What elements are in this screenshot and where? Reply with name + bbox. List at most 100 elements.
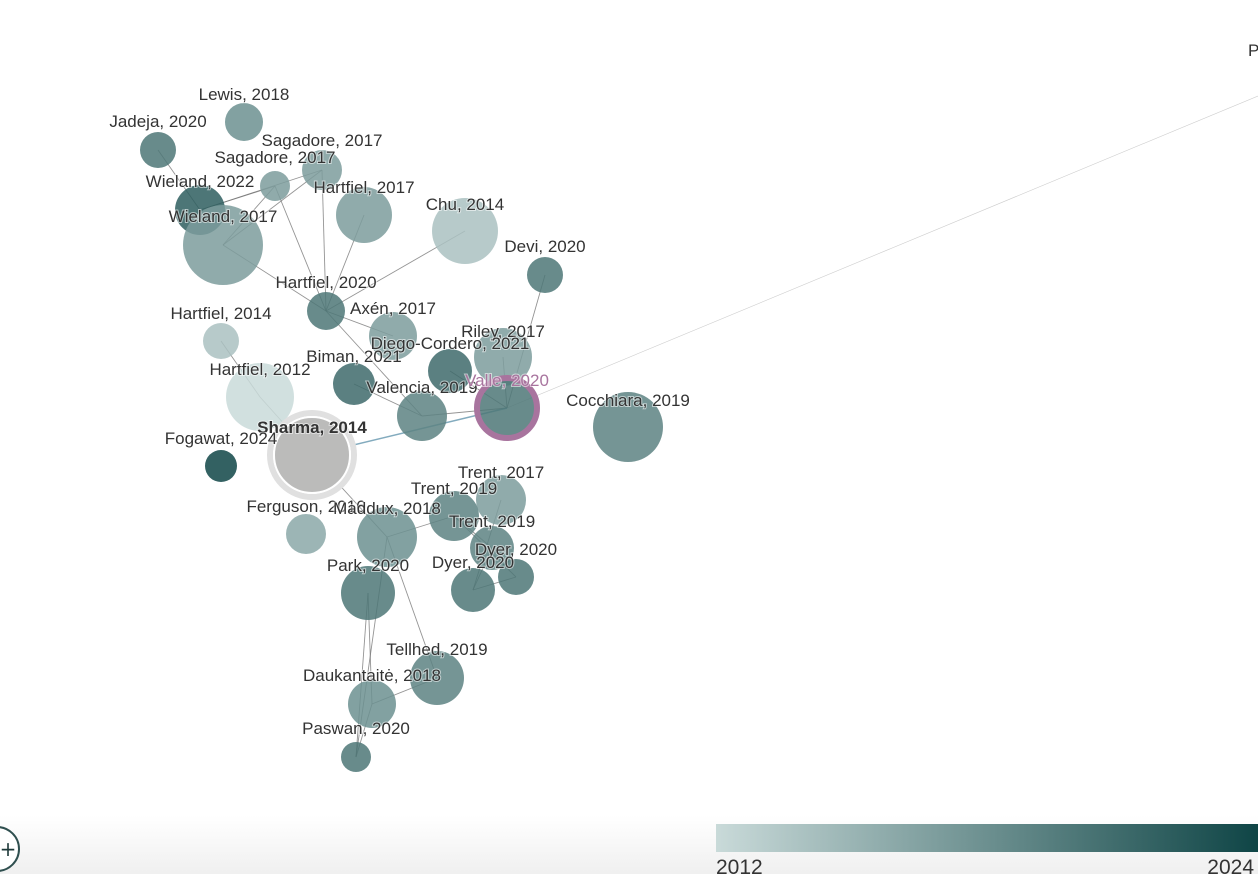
node-label-axen2017[interactable]: Axén, 2017	[349, 298, 437, 319]
node-label-trent2019a[interactable]: Trent, 2019	[410, 478, 498, 499]
node-chu2014[interactable]	[432, 198, 498, 264]
node-circle[interactable]	[273, 416, 351, 494]
node-label-chu2014[interactable]: Chu, 2014	[425, 194, 505, 215]
node-maddux2018[interactable]	[357, 507, 417, 567]
node-circle[interactable]	[451, 568, 495, 612]
node-hartfiel2014[interactable]	[203, 323, 239, 359]
node-circle[interactable]	[336, 187, 392, 243]
node-circle[interactable]	[226, 363, 294, 431]
node-valle2020[interactable]	[474, 375, 540, 441]
node-riley2017[interactable]	[474, 328, 532, 386]
node-circle[interactable]	[341, 566, 395, 620]
node-label-cocchiara2019[interactable]: Cocchiara, 2019	[565, 390, 691, 411]
node-valencia2019[interactable]	[397, 391, 447, 441]
node-label-sagadore2017a[interactable]: Sagadore, 2017	[261, 130, 384, 151]
node-label-hartfiel2017[interactable]: Hartfiel, 2017	[312, 177, 415, 198]
node-circle[interactable]	[183, 205, 263, 285]
node-dyer2020b[interactable]	[451, 568, 495, 612]
node-label-valencia2019[interactable]: Valencia, 2019	[365, 377, 478, 398]
node-circle[interactable]	[593, 392, 663, 462]
node-diegocordero2021[interactable]	[428, 349, 472, 393]
node-circle[interactable]	[428, 349, 472, 393]
node-circle[interactable]	[397, 391, 447, 441]
node-hartfiel2017[interactable]	[336, 187, 392, 243]
node-label-hartfiel2014[interactable]: Hartfiel, 2014	[169, 303, 272, 324]
node-hartfiel2012[interactable]	[226, 363, 294, 431]
node-label-paswan2020[interactable]: Paswan, 2020	[301, 718, 411, 739]
node-circle[interactable]	[307, 292, 345, 330]
node-label-wieland2022[interactable]: Wieland, 2022	[145, 171, 256, 192]
node-label-jadeja2020[interactable]: Jadeja, 2020	[108, 111, 207, 132]
node-circle[interactable]	[429, 491, 479, 541]
node-circle[interactable]	[498, 559, 534, 595]
plus-icon: +	[0, 837, 17, 861]
node-cocchiara2019[interactable]	[593, 392, 663, 462]
node-label-riley2017[interactable]: Riley, 2017	[460, 321, 546, 342]
node-trent2019a[interactable]	[429, 491, 479, 541]
node-circle[interactable]	[476, 475, 526, 525]
node-trent2019b[interactable]	[470, 526, 514, 570]
node-label-trent2017[interactable]: Trent, 2017	[457, 462, 545, 483]
node-circle[interactable]	[286, 514, 326, 554]
node-park2020[interactable]	[341, 566, 395, 620]
node-biman2021[interactable]	[333, 363, 375, 405]
node-circle[interactable]	[470, 526, 514, 570]
node-sagadore2017a[interactable]	[302, 150, 342, 190]
node-axen2017[interactable]	[369, 312, 417, 360]
node-label-tellhed2019[interactable]: Tellhed, 2019	[385, 639, 488, 660]
node-label-trent2019b[interactable]: Trent, 2019	[448, 511, 536, 532]
node-sagadore2017b[interactable]	[260, 171, 290, 201]
node-hartfiel2020[interactable]	[307, 292, 345, 330]
node-label-dyer2020a[interactable]: Dyer, 2020	[474, 539, 558, 560]
node-sharma2014[interactable]	[267, 410, 357, 500]
node-label-valle2020[interactable]: Valle, 2020	[464, 370, 550, 391]
node-label-lewis2018[interactable]: Lewis, 2018	[198, 84, 291, 105]
node-label-biman2021[interactable]: Biman, 2021	[305, 346, 402, 367]
node-circle[interactable]	[260, 171, 290, 201]
node-devi2020[interactable]	[527, 257, 563, 293]
node-jadeja2020[interactable]	[140, 132, 176, 168]
node-circle[interactable]	[474, 375, 540, 441]
node-dyer2020a[interactable]	[498, 559, 534, 595]
node-label-fogawat2024[interactable]: Fogawat, 2024	[164, 428, 278, 449]
node-label-sharma2014[interactable]: Sharma, 2014	[256, 417, 368, 438]
node-label-hartfiel2020[interactable]: Hartfiel, 2020	[274, 272, 377, 293]
node-circle[interactable]	[341, 742, 371, 772]
node-circle[interactable]	[302, 150, 342, 190]
node-circle[interactable]	[410, 651, 464, 705]
node-label-sagadore2017b[interactable]: Sagadore, 2017	[214, 147, 337, 168]
node-circle[interactable]	[527, 257, 563, 293]
node-label-daukantaite2018[interactable]: Daukantaitė, 2018	[302, 665, 442, 686]
node-ferguson2016[interactable]	[286, 514, 326, 554]
node-circle[interactable]	[333, 363, 375, 405]
node-wieland2017[interactable]	[183, 205, 263, 285]
node-label-maddux2018[interactable]: Maddux, 2018	[332, 498, 442, 519]
node-label-ferguson2016[interactable]: Ferguson, 2016	[245, 496, 366, 517]
node-label-devi2020[interactable]: Devi, 2020	[503, 236, 586, 257]
offscreen-node-label: P	[1248, 41, 1258, 60]
node-circle[interactable]	[357, 507, 417, 567]
node-circle[interactable]	[474, 328, 532, 386]
node-circle[interactable]	[225, 103, 263, 141]
node-circle[interactable]	[369, 312, 417, 360]
node-circle[interactable]	[205, 450, 237, 482]
node-fogawat2024[interactable]	[205, 450, 237, 482]
node-label-hartfiel2012[interactable]: Hartfiel, 2012	[208, 359, 311, 380]
node-circle[interactable]	[432, 198, 498, 264]
node-label-wieland2017[interactable]: Wieland, 2017	[168, 206, 279, 227]
node-label-dyer2020b[interactable]: Dyer, 2020	[431, 552, 515, 573]
node-paswan2020[interactable]	[341, 742, 371, 772]
node-trent2017[interactable]	[476, 475, 526, 525]
node-label-park2020[interactable]: Park, 2020	[326, 555, 410, 576]
nodes-layer	[140, 103, 663, 772]
node-daukantaite2018[interactable]	[348, 680, 396, 728]
node-circle[interactable]	[348, 680, 396, 728]
node-lewis2018[interactable]	[225, 103, 263, 141]
node-tellhed2019[interactable]	[410, 651, 464, 705]
legend-max-year: 2024	[1207, 856, 1254, 879]
node-circle[interactable]	[203, 323, 239, 359]
node-label-diegocordero2021[interactable]: Diego-Cordero, 2021	[370, 333, 531, 354]
node-circle[interactable]	[140, 132, 176, 168]
